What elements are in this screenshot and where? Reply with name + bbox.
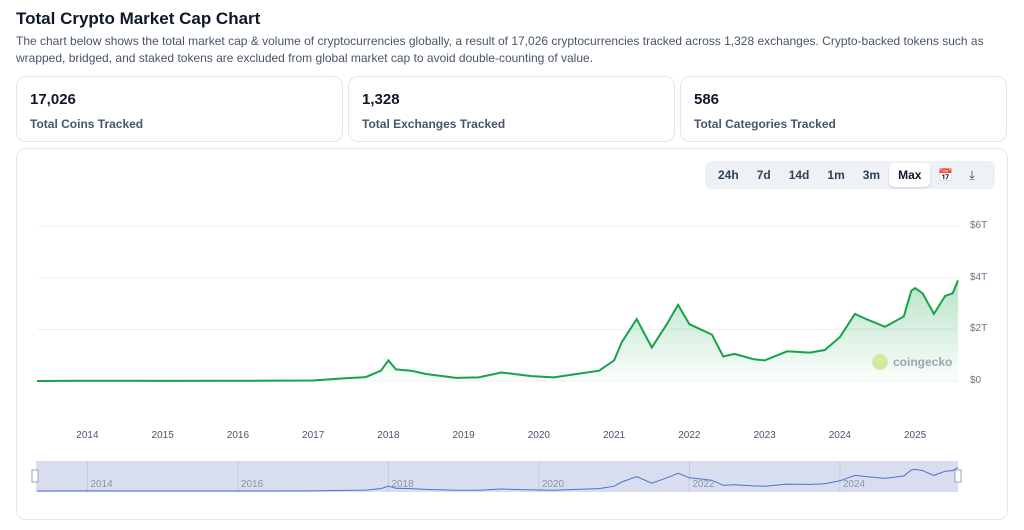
x-tick-label: 2024 xyxy=(828,430,851,441)
x-tick-label: 2015 xyxy=(151,430,174,441)
y-tick-label: $4T xyxy=(970,271,988,283)
x-tick-label: 2014 xyxy=(76,430,99,441)
coingecko-watermark: coingecko xyxy=(872,354,952,370)
stat-card-coins: 17,026 Total Coins Tracked xyxy=(16,76,343,142)
stat-card-categories: 586 Total Categories Tracked xyxy=(680,76,1007,142)
stat-label: Total Categories Tracked xyxy=(694,117,836,131)
y-tick-label: $2T xyxy=(970,323,988,335)
y-tick-label: $0 xyxy=(970,375,982,386)
range-24h[interactable]: 24h xyxy=(718,168,739,182)
y-tick-label: $6T xyxy=(970,220,988,232)
download-icon[interactable]: ⤓ xyxy=(969,167,975,182)
stat-value: 17,026 xyxy=(30,91,76,108)
x-tick-label: 2017 xyxy=(302,430,325,441)
stat-label: Total Exchanges Tracked xyxy=(362,117,506,131)
x-tick-label: 2025 xyxy=(903,430,927,441)
x-tick-label: 2021 xyxy=(603,430,626,441)
navigator-tick-label: 2020 xyxy=(541,479,565,490)
navigator-tick-label: 2016 xyxy=(240,479,264,490)
range-max[interactable]: Max xyxy=(889,163,931,187)
navigator-range[interactable] xyxy=(36,461,958,492)
x-tick-label: 2020 xyxy=(527,430,550,441)
navigator-left-handle[interactable] xyxy=(31,469,39,483)
stat-label: Total Coins Tracked xyxy=(30,117,144,131)
x-tick-label: 2018 xyxy=(377,430,400,441)
navigator-line xyxy=(36,467,959,492)
navigator-tick-label: 2024 xyxy=(842,479,866,490)
range-1m[interactable]: 1m xyxy=(827,168,845,182)
page-title: Total Crypto Market Cap Chart xyxy=(16,9,261,28)
range-7d[interactable]: 7d xyxy=(756,168,771,182)
navigator-tick-label: 2014 xyxy=(90,479,113,490)
navigator-tick-label: 2018 xyxy=(391,479,414,490)
x-tick-label: 2019 xyxy=(452,430,475,441)
market-cap-area xyxy=(37,280,958,381)
market-cap-line xyxy=(36,280,959,382)
stat-value: 586 xyxy=(694,91,720,108)
navigator-tick-label: 2022 xyxy=(692,479,715,490)
x-tick-label: 2016 xyxy=(226,430,250,441)
x-tick-label: 2023 xyxy=(753,430,776,441)
stat-card-exchanges: 1,328 Total Exchanges Tracked xyxy=(348,76,675,142)
watermark-text: coingecko xyxy=(893,355,953,369)
calendar-icon[interactable]: 📅 xyxy=(938,168,954,182)
x-tick-label: 2022 xyxy=(678,430,701,441)
range-14d[interactable]: 14d xyxy=(788,168,810,182)
chart-panel xyxy=(16,148,1008,520)
navigator-right-handle[interactable] xyxy=(954,469,962,483)
range-selector: 24h 7d 14d 1m 3m Max 📅 ⤓ xyxy=(705,161,995,189)
gecko-logo-icon xyxy=(872,354,888,370)
range-3m[interactable]: 3m xyxy=(862,168,881,182)
page-description: The chart below shows the total market c… xyxy=(16,34,984,65)
stat-value: 1,328 xyxy=(362,91,400,108)
